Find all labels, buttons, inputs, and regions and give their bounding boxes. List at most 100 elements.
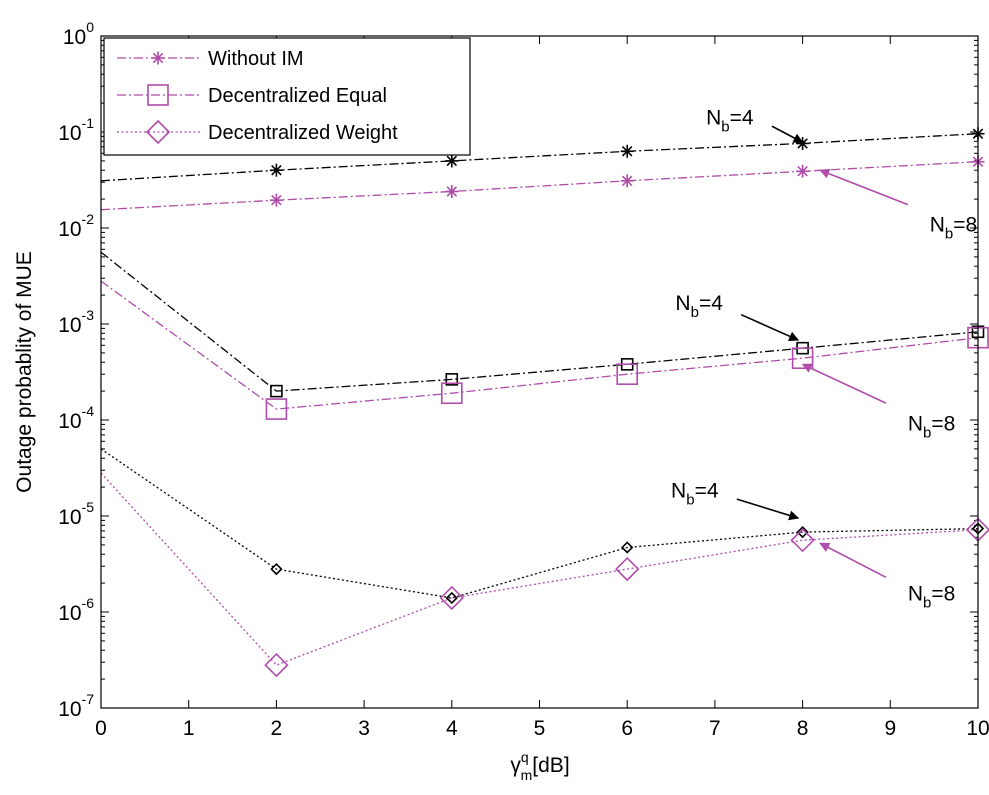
- data-point: [445, 154, 459, 168]
- x-tick-label: 10: [966, 717, 989, 740]
- data-point: [790, 528, 815, 553]
- data-point: [439, 585, 464, 611]
- annotation-label-base: N: [930, 213, 945, 236]
- series-line: [101, 280, 978, 410]
- y-tick-label-exp: 0: [86, 19, 94, 35]
- data-point: [269, 193, 283, 207]
- data-point: [621, 541, 634, 554]
- y-tick-label-base: 10: [58, 698, 81, 721]
- data-point: [445, 591, 458, 605]
- data-point: [445, 373, 459, 386]
- legend-marker-stroke-d2: [152, 52, 164, 64]
- data-point-stroke-d2: [797, 166, 808, 177]
- y-tick-label-exp: -5: [82, 499, 95, 515]
- legend-marker: [145, 119, 171, 145]
- y-tick-label-exp: -3: [82, 307, 95, 323]
- y-tick-label: 10-1: [58, 115, 94, 145]
- x-axis-label-sup: q: [521, 749, 529, 765]
- y-tick-label-base: 10: [58, 602, 81, 625]
- x-tick-label: 1: [183, 717, 195, 740]
- y-tick-label-base: 10: [58, 218, 81, 241]
- series-line: [101, 448, 978, 599]
- data-point-stroke-d2: [446, 155, 458, 167]
- annotation-arrow: [740, 313, 800, 341]
- annotation-label: Nb=4: [671, 480, 719, 509]
- y-tick-label-exp: -7: [82, 691, 95, 707]
- x-tick-label: 6: [621, 717, 633, 740]
- y-tick-label: 10-7: [58, 691, 94, 721]
- data-series: [101, 133, 978, 666]
- annotation-label-sub: b: [923, 424, 931, 441]
- annotation-label: Nb=8: [930, 213, 977, 242]
- x-tick-label: 4: [446, 717, 458, 740]
- annotation-label-base: N: [706, 106, 721, 129]
- annotation-label-base: N: [908, 582, 923, 605]
- data-point: [796, 525, 809, 539]
- legend: Without IM Decentralized Equal Decentraliz…: [103, 37, 471, 156]
- annotation-arrow: [819, 542, 887, 578]
- x-axis-label-base: γ: [510, 754, 521, 777]
- y-tick-label-base: 10: [58, 314, 81, 337]
- data-point: [620, 144, 634, 158]
- nb-annotations: Nb=4Nb=8Nb=4Nb=8Nb=4Nb=8: [671, 106, 977, 611]
- x-tick-label: 5: [534, 717, 546, 740]
- y-tick-label: 10-3: [58, 307, 94, 337]
- x-axis-label-unit: [dB]: [532, 754, 569, 777]
- x-axis-label-sub: m: [521, 767, 533, 783]
- annotation-label-sub: b: [691, 304, 699, 321]
- data-point-stroke-d2: [446, 186, 458, 197]
- y-tick-label-base: 10: [63, 26, 86, 49]
- y-tick-label-base: 10: [58, 122, 81, 145]
- annotation-label-base: N: [675, 292, 690, 315]
- x-tick-label: 7: [709, 717, 721, 740]
- y-tick-label-exp: -2: [82, 211, 95, 227]
- annotation-label-rest: =4: [695, 480, 719, 503]
- legend-marker: [147, 84, 169, 106]
- annotation-label-rest: =4: [699, 292, 723, 315]
- annotation-label-rest: =8: [931, 412, 955, 435]
- annotation-label-sub: b: [721, 118, 729, 135]
- x-axis-label: γq m[dB]: [510, 749, 569, 783]
- y-axis-label: Outage probablity of MUE: [13, 251, 36, 493]
- legend-label: Decentralized Weight: [208, 122, 398, 144]
- series-line: [101, 161, 978, 211]
- series-line: [101, 133, 978, 182]
- y-tick-label: 10-5: [58, 499, 94, 529]
- annotation-label-rest: =8: [953, 213, 977, 236]
- annotation-label-sub: b: [686, 492, 694, 509]
- data-point: [615, 556, 640, 582]
- annotation-label: Nb=4: [706, 106, 754, 135]
- data-point-stroke-d2: [271, 194, 282, 206]
- data-point-stroke-d2: [621, 175, 633, 187]
- annotation-arrow: [771, 125, 804, 144]
- y-tick-label: 100: [63, 19, 94, 49]
- x-axis-ticks: 0 1 2 3 4 5 6 7 8 9 10: [95, 36, 989, 740]
- data-point: [265, 398, 288, 420]
- y-tick-label: 10-2: [58, 211, 94, 241]
- data-point: [620, 174, 634, 188]
- annotation-label: Nb=8: [908, 412, 955, 441]
- legend-label: Decentralized Equal: [208, 85, 387, 107]
- x-tick-label: 2: [271, 717, 283, 740]
- legend-label: Without IM: [208, 48, 304, 70]
- annotation-arrow: [819, 168, 909, 206]
- y-tick-label: 10-4: [58, 403, 94, 433]
- annotation-label-base: N: [908, 412, 923, 435]
- y-tick-label-base: 10: [58, 410, 81, 433]
- data-point-stroke-d2: [271, 164, 282, 176]
- y-tick-label-exp: -1: [82, 115, 95, 131]
- legend-marker: [151, 51, 165, 65]
- data-point-stroke-d2: [797, 138, 808, 149]
- y-tick-label-exp: -4: [82, 403, 95, 419]
- data-point: [264, 652, 289, 678]
- annotation-label-base: N: [671, 480, 686, 503]
- x-tick-label: 0: [95, 717, 107, 740]
- data-point: [270, 562, 283, 576]
- data-point: [270, 384, 283, 398]
- data-point: [269, 163, 283, 177]
- x-tick-label: 8: [797, 717, 809, 740]
- annotation-label: Nb=8: [908, 582, 955, 611]
- plot-frame: [100, 35, 979, 709]
